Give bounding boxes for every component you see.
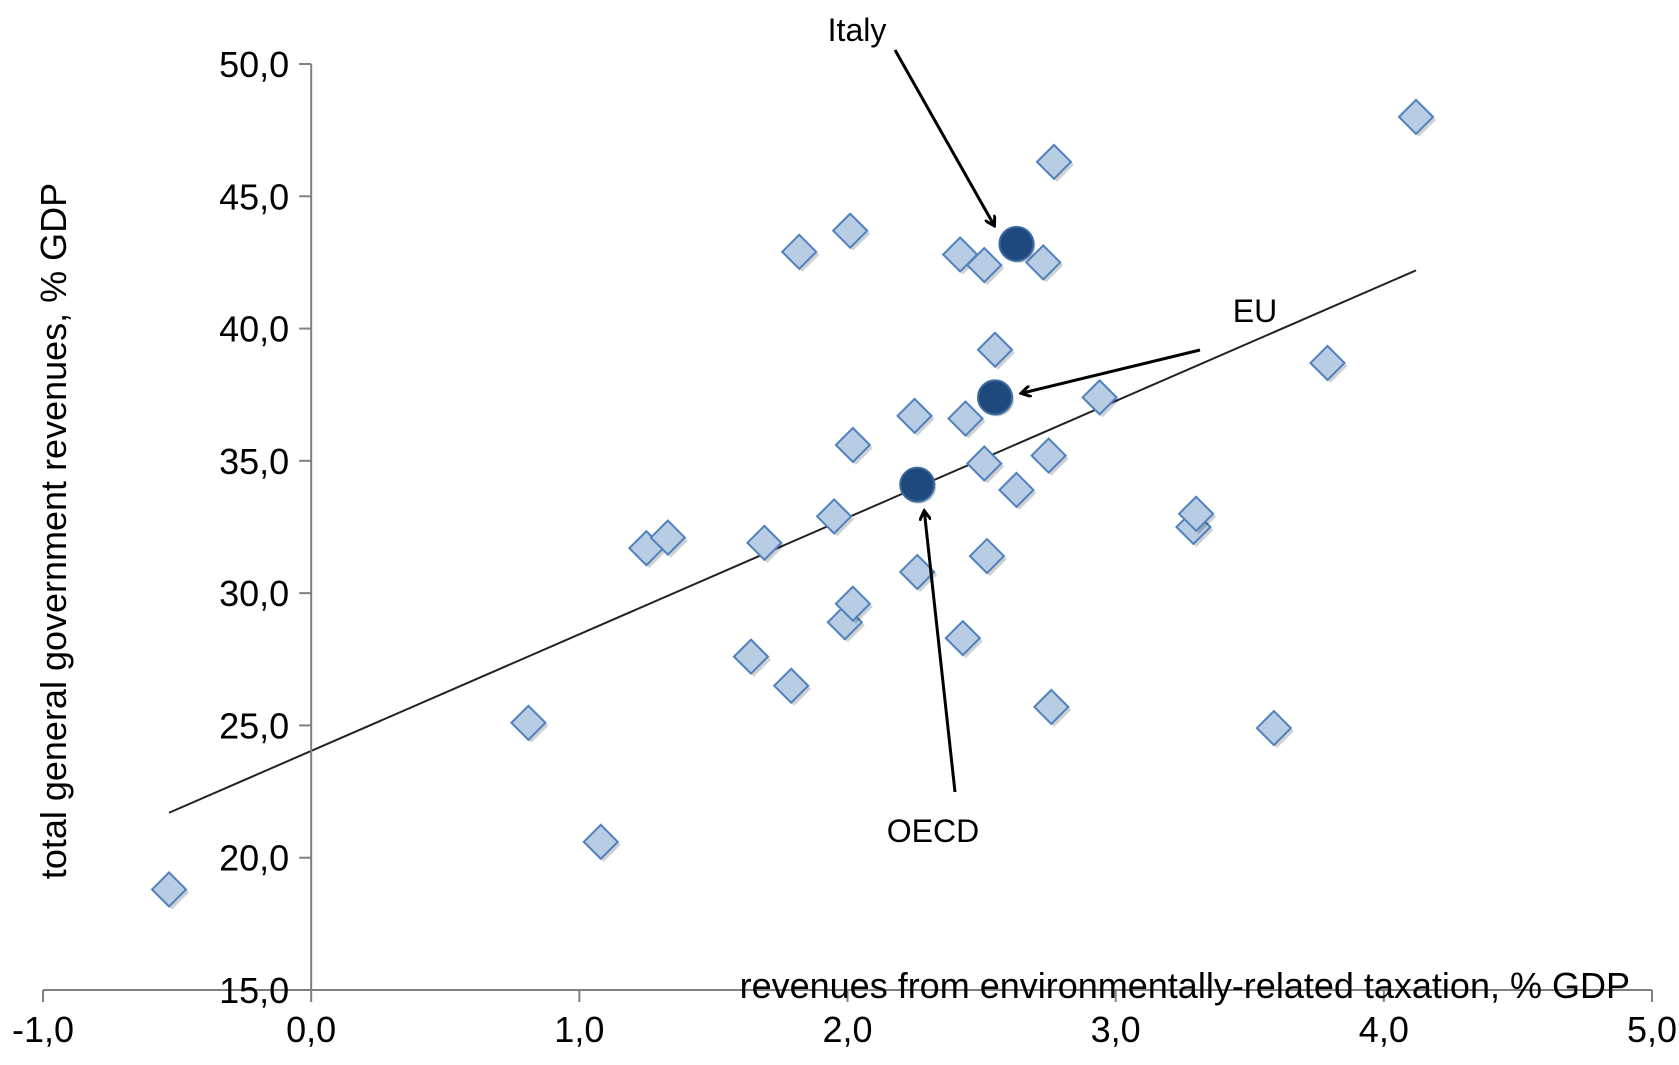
annotation-label: EU [1233, 293, 1277, 329]
x-tick-label: -1,0 [12, 1009, 74, 1050]
x-tick-label: 2,0 [822, 1009, 872, 1050]
y-tick-label: 25,0 [219, 705, 289, 746]
data-point-diamond [965, 445, 1003, 482]
data-point-diamond [968, 537, 1006, 575]
data-point-diamond [831, 212, 869, 250]
data-point-diamond [834, 426, 872, 464]
annotation-arrow [1021, 348, 1201, 393]
annotation-label: OECD [887, 813, 979, 849]
data-point-diamond [772, 667, 810, 705]
data-points [150, 98, 1437, 910]
axis-labels: total general government revenues, % GDP… [33, 183, 1630, 1006]
x-axis-title: revenues from environmentally-related ta… [740, 965, 1630, 1006]
data-point-diamond [582, 823, 620, 861]
data-point-diamond [150, 871, 188, 908]
data-point-diamond [976, 331, 1014, 369]
data-point-diamond [834, 585, 872, 623]
y-tick-label: 30,0 [219, 573, 289, 614]
y-axis-title: total general government revenues, % GDP [33, 183, 74, 879]
annotations: Italy EU OECD [828, 12, 1278, 849]
data-point-diamond [1397, 98, 1435, 136]
trendline [168, 269, 1417, 814]
data-point-diamond [896, 397, 933, 435]
data-point-diamond [898, 553, 936, 591]
y-tick-label: 20,0 [219, 838, 289, 879]
data-point-circle [976, 379, 1013, 416]
x-tick-label: 0,0 [286, 1009, 336, 1050]
data-point-diamond [815, 498, 853, 535]
annotation-arrow [924, 511, 957, 793]
x-tick-label: 5,0 [1627, 1009, 1677, 1050]
annotation-arrow [893, 49, 994, 226]
data-point-diamond [1081, 378, 1118, 416]
data-point-circle [899, 466, 936, 503]
y-tick-label: 15,0 [219, 970, 289, 1011]
annotation-label: Italy [828, 12, 887, 48]
y-tick-label: 50,0 [219, 44, 289, 85]
data-point-diamond [1035, 143, 1073, 181]
data-point-diamond [745, 524, 783, 562]
data-point-diamond [1032, 688, 1070, 726]
data-point-diamond [998, 471, 1035, 509]
data-point-diamond [1030, 437, 1068, 474]
trendline-layer [168, 269, 1417, 814]
data-point-diamond [1255, 709, 1293, 747]
axes: 15,0 20,0 25,0 30,0 35,0 40,0 45,0 50,0 -1,0 0,0 1… [12, 44, 1677, 1050]
x-tick-label: 3,0 [1091, 1009, 1141, 1050]
data-point-diamond [509, 704, 547, 742]
y-tick-label: 45,0 [219, 176, 289, 217]
data-point-diamond [649, 519, 687, 556]
x-tick-label: 1,0 [554, 1009, 604, 1050]
data-point-diamond [947, 400, 984, 437]
data-point-circle [998, 225, 1035, 262]
data-point-diamond [1177, 495, 1215, 533]
x-tick-label: 4,0 [1359, 1009, 1409, 1050]
data-point-diamond [1309, 344, 1346, 382]
data-point-diamond [965, 246, 1003, 284]
data-point-diamond [780, 233, 818, 271]
y-tick-label: 35,0 [219, 441, 289, 482]
data-point-diamond [944, 619, 982, 657]
y-tick-label: 40,0 [219, 309, 289, 350]
data-point-diamond [1024, 244, 1062, 281]
data-point-diamond [732, 638, 770, 676]
